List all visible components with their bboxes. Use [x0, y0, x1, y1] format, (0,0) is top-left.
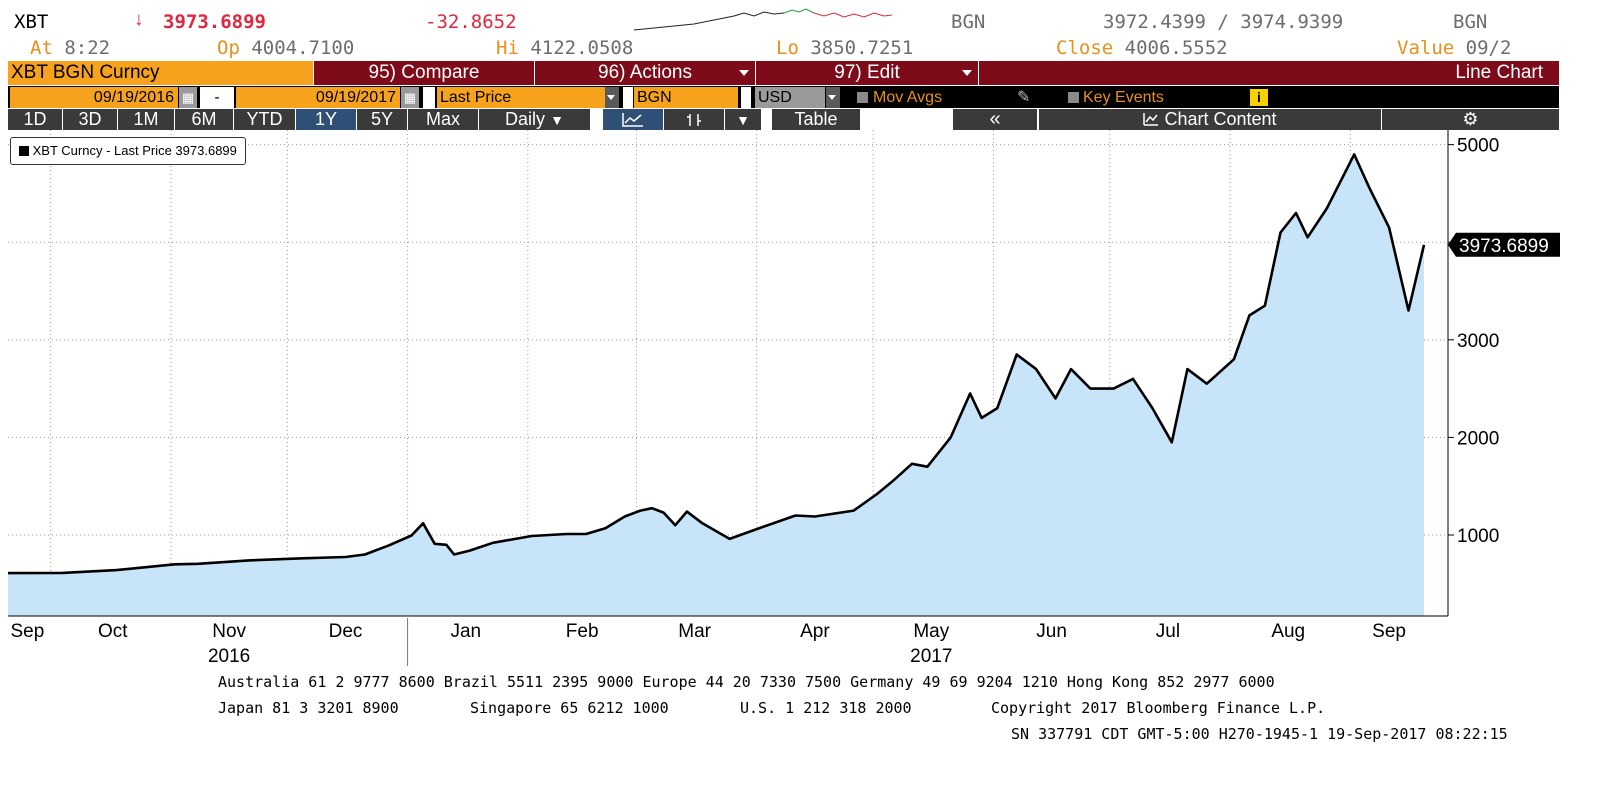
year-label: 2016 [208, 646, 250, 667]
chart-legend[interactable]: XBT Curncy - Last Price 3973.6899 [10, 137, 246, 165]
source-code-2: BGN [1453, 11, 1488, 33]
x-tick-label: Jun [1036, 621, 1067, 642]
mov-avgs-checkbox[interactable] [857, 92, 868, 103]
period-6m[interactable]: 6M [175, 109, 233, 130]
currency-select[interactable]: USD [755, 87, 825, 108]
frequency-select[interactable]: Daily ▼ [479, 109, 590, 130]
footer-contacts-1: Australia 61 2 9777 8600 Brazil 5511 239… [218, 673, 1275, 691]
edit-menu[interactable]: 97) Edit [756, 61, 978, 85]
pencil-icon[interactable]: ✎ [1017, 89, 1031, 106]
x-tick-label: Mar [678, 621, 711, 642]
y-axis: 100020003000400050003973.6899 [1447, 130, 1560, 616]
x-tick-label: Nov [212, 621, 246, 642]
legend-swatch [19, 146, 29, 156]
calendar-icon[interactable]: ▦ [401, 87, 419, 108]
x-tick-label: Jan [450, 621, 481, 642]
line-chart-icon[interactable] [603, 109, 663, 130]
settings-icon[interactable]: ⚙ [1382, 109, 1559, 130]
period-1m[interactable]: 1M [118, 109, 174, 130]
x-tick-label: Oct [98, 621, 128, 642]
y-tick-label: 5000 [1457, 136, 1499, 157]
x-tick-label: Feb [566, 621, 599, 642]
table-button[interactable]: Table [772, 109, 860, 130]
last-price: 3973.6899 [163, 11, 266, 33]
info-icon[interactable]: i [1250, 89, 1268, 106]
field-checkbox[interactable] [423, 87, 435, 108]
chevron-down-icon [739, 70, 749, 76]
period-1y[interactable]: 1Y [296, 109, 356, 130]
source-field[interactable]: BGN [634, 87, 738, 108]
high-stat: Hi 4122.0508 [496, 37, 634, 59]
chevron-down-icon[interactable]: ▼ [725, 109, 761, 130]
chevron-down-icon [962, 70, 972, 76]
last-price-tag: 3973.6899 [1448, 232, 1560, 257]
mov-avgs-label[interactable]: Mov Avgs [873, 89, 943, 106]
start-date-field[interactable]: 09/19/2016 [10, 87, 178, 108]
footer-copyright: Copyright 2017 Bloomberg Finance L.P. [991, 699, 1326, 717]
bar-style-icon[interactable] [664, 109, 724, 130]
open-stat: Op 4004.7100 [217, 37, 355, 59]
security-field[interactable]: XBT BGN Curncy [8, 61, 313, 85]
period-5y[interactable]: 5Y [357, 109, 407, 130]
last-price-tag-label: 3973.6899 [1459, 236, 1549, 257]
x-tick-label: Dec [329, 621, 363, 642]
chevron-down-icon[interactable] [605, 87, 619, 108]
low-stat: Lo 3850.7251 [776, 37, 914, 59]
currency-checkbox[interactable] [741, 87, 751, 108]
period-ytd[interactable]: YTD [234, 109, 295, 130]
footer-japan: Japan 81 3 3201 8900 [218, 699, 399, 717]
x-tick-label: Sep [1372, 621, 1406, 642]
close-stat: Close 4006.5552 [1056, 37, 1228, 59]
compare-menu[interactable]: 95) Compare [314, 61, 534, 85]
end-date-field[interactable]: 09/19/2017 [236, 87, 400, 108]
footer-session: SN 337791 CDT GMT-5:00 H270-1945-1 19-Se… [1011, 725, 1508, 743]
price-line [7, 153, 1426, 575]
x-tick-label: Aug [1271, 621, 1305, 642]
field-select[interactable]: Last Price [437, 87, 605, 108]
collapse-icon[interactable]: « [953, 109, 1037, 130]
y-tick-label: 1000 [1457, 526, 1499, 547]
chart-content-button[interactable]: Chart Content [1039, 109, 1381, 130]
at-stat: At 8:22 [30, 37, 111, 59]
area-fill [8, 154, 1424, 616]
period-1d[interactable]: 1D [8, 109, 62, 130]
actions-menu[interactable]: 96) Actions [535, 61, 755, 85]
ticker: XBT [14, 11, 49, 33]
value-stat: Value 09/2 [1397, 37, 1512, 59]
year-label: 2017 [910, 646, 952, 667]
source-checkbox[interactable] [623, 87, 633, 108]
down-arrow-icon: ↓ [134, 9, 144, 30]
calendar-icon[interactable]: ▦ [179, 87, 197, 108]
period-max[interactable]: Max [408, 109, 478, 130]
last-price-tag-bg [1448, 232, 1560, 257]
date-separator: - [200, 87, 234, 108]
chart-type-label: Line Chart [979, 61, 1559, 85]
y-tick-label: 3000 [1457, 331, 1499, 352]
x-axis: Sep Oct Nov Dec Jan Feb Mar Apr May Jun Jul Aug Sep 2… [8, 615, 1448, 667]
footer-us: U.S. 1 212 318 2000 [740, 699, 912, 717]
x-tick-label: Apr [800, 621, 830, 642]
source-code: BGN [951, 11, 986, 33]
legend-label: XBT Curncy - Last Price 3973.6899 [32, 143, 237, 158]
key-events-label[interactable]: Key Events [1083, 89, 1164, 106]
sparkline [634, 8, 892, 31]
period-3d[interactable]: 3D [63, 109, 117, 130]
key-events-checkbox[interactable] [1068, 92, 1079, 103]
price-chart: Sep Oct Nov Dec Jan Feb Mar Apr May Jun Jul Aug Sep 2… [7, 130, 1560, 667]
x-tick-label: Jul [1156, 621, 1180, 642]
footer-singapore: Singapore 65 6212 1000 [470, 699, 669, 717]
x-tick-label: May [913, 621, 949, 642]
y-tick-label: 2000 [1457, 428, 1499, 449]
x-tick-label: Sep [10, 621, 44, 642]
price-area [7, 153, 1426, 616]
net-change: -32.8652 [425, 11, 517, 33]
bid-ask: 3972.4399 / 3974.9399 [1103, 11, 1344, 33]
chevron-down-icon[interactable] [826, 87, 840, 108]
